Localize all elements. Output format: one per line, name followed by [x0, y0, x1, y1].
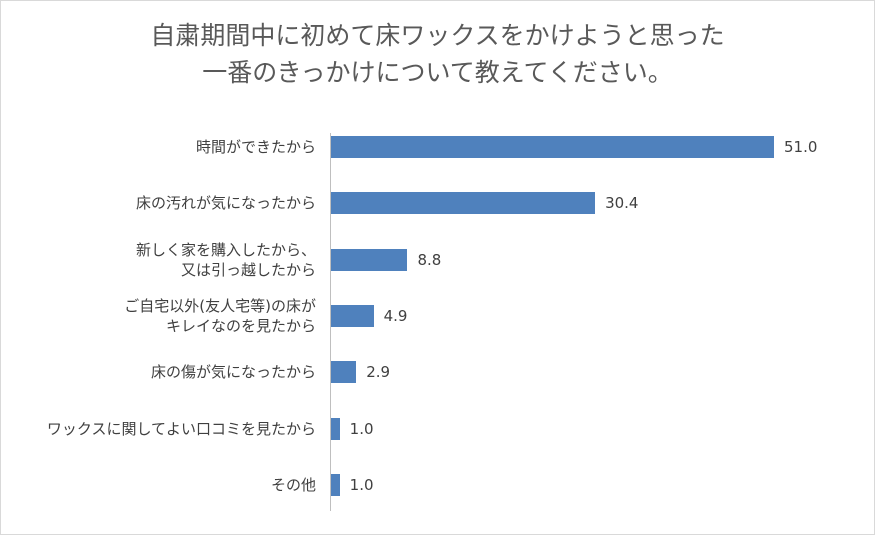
y-tick-label: 床の傷が気になったから	[150, 363, 316, 382]
data-label: 4.9	[383, 306, 408, 325]
y-tick-label: ワックスに関してよい口コミを見たから	[46, 419, 316, 438]
bar	[331, 248, 408, 271]
bar	[331, 417, 340, 440]
y-tick-label: 新しく家を購入したから、 又は引っ越したから	[135, 240, 316, 279]
y-tick-label: ご自宅以外(友人宅等)の床が キレイなのを見たから	[124, 296, 316, 335]
y-tick-label: その他	[270, 475, 316, 494]
chart-title: 自粛期間中に初めて床ワックスをかけようと思った 一番のきっかけについて教えてくだ…	[150, 21, 725, 87]
category-axis	[330, 133, 331, 511]
data-label: 2.9	[366, 363, 391, 382]
bar	[331, 304, 374, 327]
bar	[331, 473, 340, 496]
data-label: 1.0	[349, 419, 374, 438]
bar	[331, 192, 596, 215]
y-tick-label: 時間ができたから	[195, 138, 316, 156]
data-label: 8.8	[417, 250, 442, 269]
bar	[331, 136, 774, 158]
data-label: 30.4	[605, 194, 639, 213]
data-label: 51.0	[784, 138, 818, 156]
y-tick-label: 床の汚れが気になったから	[135, 194, 316, 213]
data-label: 1.0	[349, 475, 374, 494]
bar	[331, 361, 357, 384]
